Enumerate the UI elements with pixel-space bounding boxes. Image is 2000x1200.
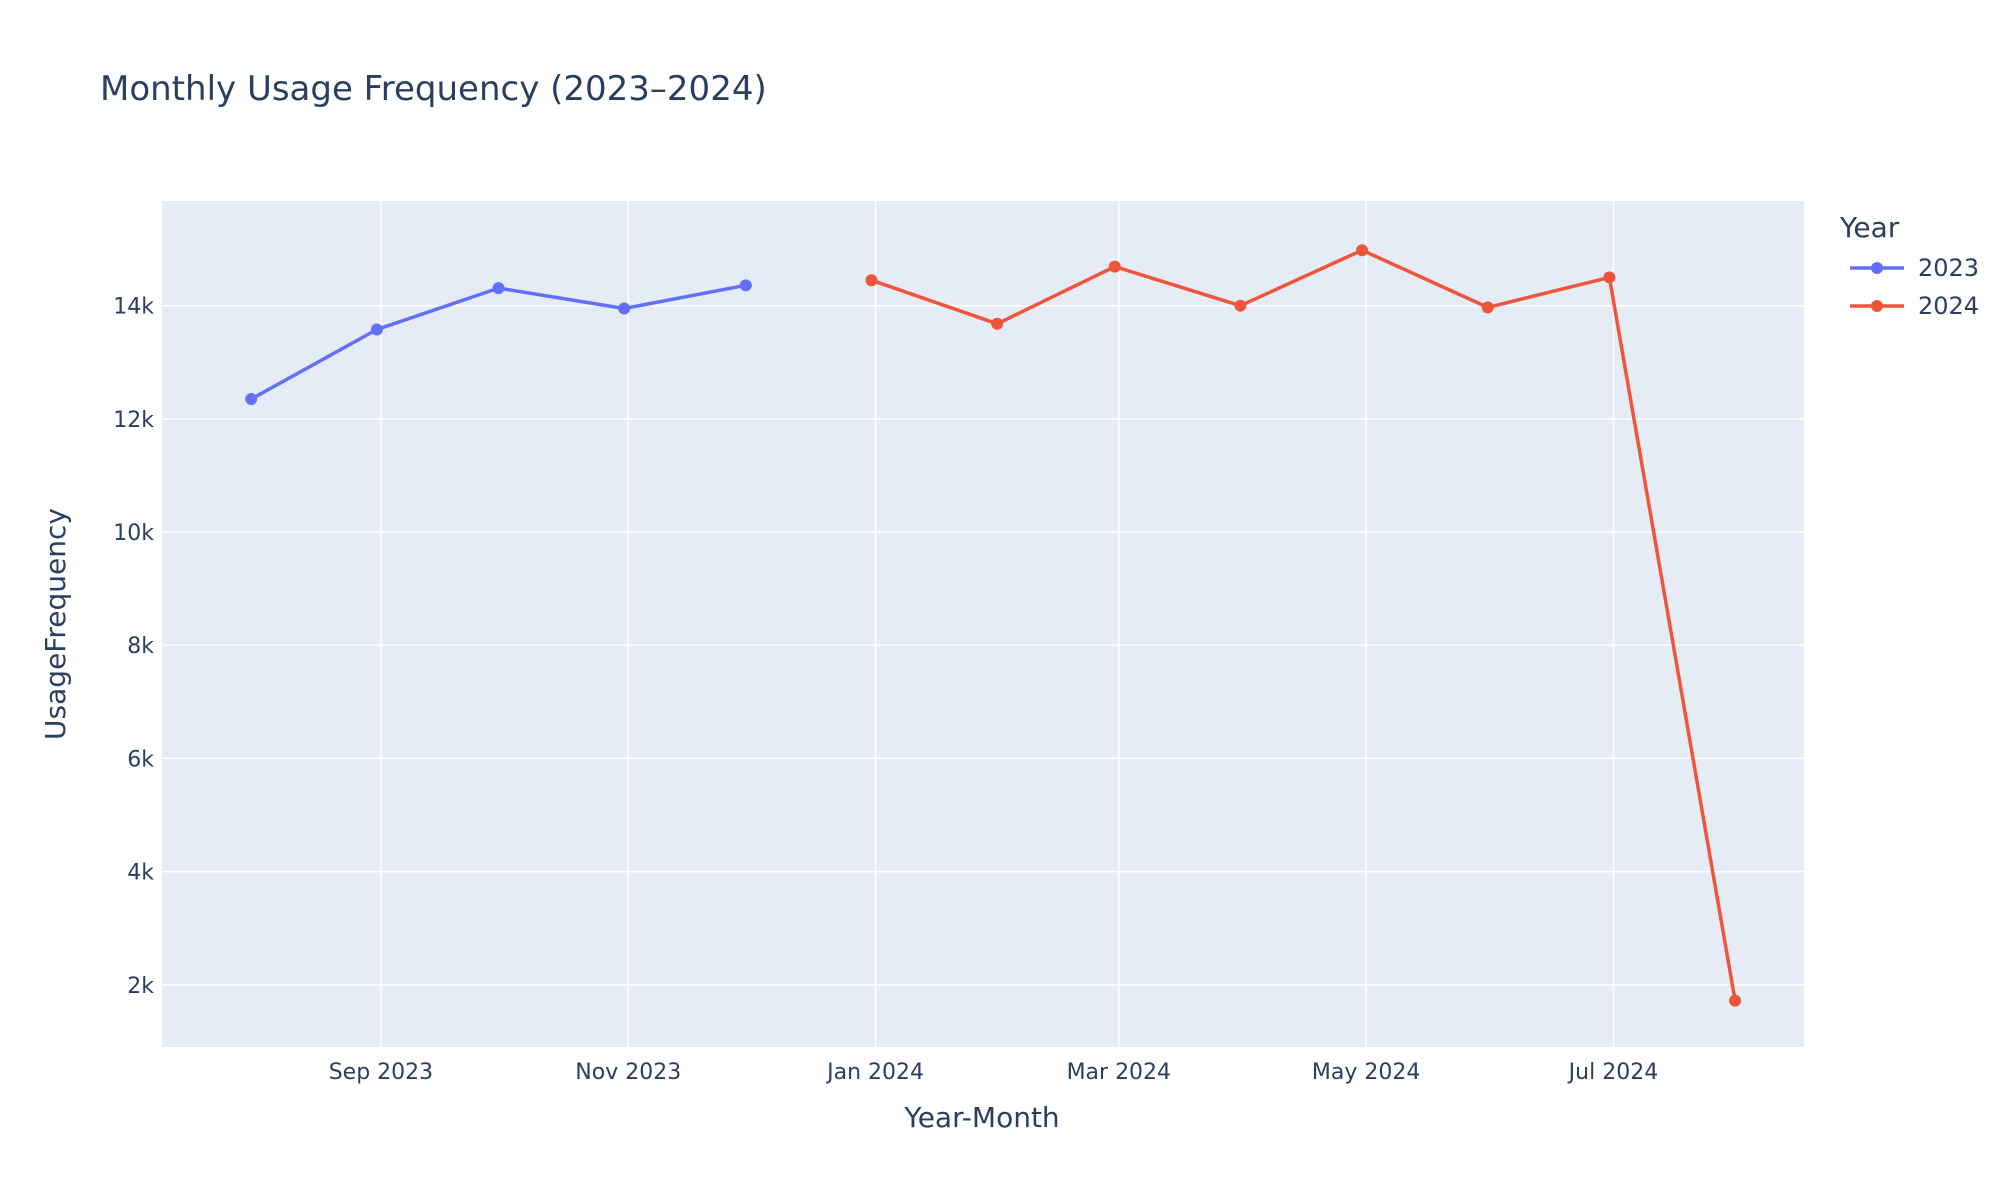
legend-title: Year [1839,211,1900,244]
plot-area [162,201,1804,1047]
legend-item-2023[interactable]: 2023 [1850,254,1979,282]
data-point-2024[interactable] [1356,244,1369,257]
y-tick-label: 12k [113,408,154,433]
x-tick-label: Nov 2023 [575,1060,681,1085]
x-axis-ticks: Sep 2023 Nov 2023 Jan 2024 Mar 2024 May 2024… [329,1060,1659,1085]
series-2023 [245,279,752,406]
legend-swatch-marker [1871,300,1883,312]
x-axis-title: Year-Month [903,1101,1059,1134]
legend-label: 2024 [1918,292,1979,320]
data-point-2023[interactable] [492,282,505,295]
data-point-2023[interactable] [618,302,631,315]
x-tick-label: Mar 2024 [1067,1060,1172,1085]
x-gridlines [380,201,1615,1047]
x-tick-label: Sep 2023 [329,1060,433,1085]
data-point-2024[interactable] [1481,301,1494,314]
data-point-2024[interactable] [1603,271,1616,284]
y-axis-ticks: 2k 4k 6k 8k 10k 12k 14k [113,295,154,999]
y-tick-label: 6k [127,747,154,772]
chart-title: Monthly Usage Frequency (2023–2024) [100,69,767,109]
y-tick-label: 10k [113,521,154,546]
legend-item-2024[interactable]: 2024 [1850,292,1979,320]
x-tick-label: Jul 2024 [1567,1060,1659,1085]
x-tick-label: Jan 2024 [825,1060,924,1085]
legend-label: 2023 [1918,254,1979,282]
series-layer [245,244,1742,1007]
data-point-2024[interactable] [1729,994,1742,1007]
data-point-2024[interactable] [991,317,1004,330]
x-tick-label: May 2024 [1312,1060,1420,1085]
y-tick-label: 8k [127,634,154,659]
data-point-2024[interactable] [1234,299,1247,312]
series-2024 [865,244,1742,1007]
y-axis-title: UsageFrequency [39,508,72,740]
y-gridlines [162,304,1804,986]
legend-swatch-marker [1871,262,1883,274]
data-point-2024[interactable] [865,274,878,287]
y-tick-label: 4k [127,861,154,886]
legend: Year 2023 2024 [1839,211,1979,320]
data-point-2023[interactable] [245,393,258,406]
y-tick-label: 2k [127,974,154,999]
data-point-2024[interactable] [1108,260,1121,273]
data-point-2023[interactable] [739,279,752,292]
y-tick-label: 14k [113,295,154,320]
data-point-2023[interactable] [370,323,383,336]
series-line-2024 [870,248,1737,1001]
